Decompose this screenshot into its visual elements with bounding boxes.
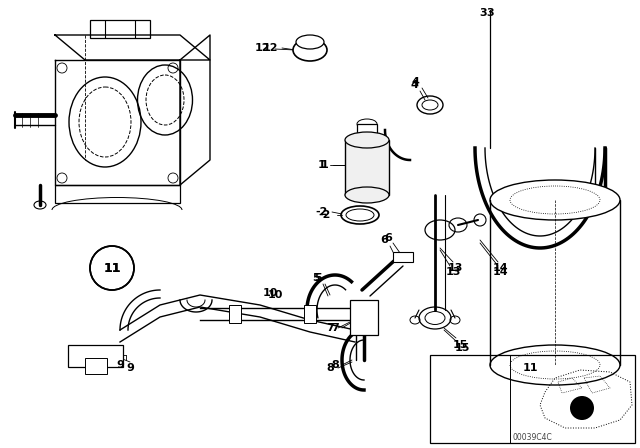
- Bar: [345, 140, 389, 195]
- Text: 3: 3: [479, 8, 487, 18]
- Bar: [85, 358, 107, 374]
- Ellipse shape: [345, 187, 389, 203]
- Bar: [357, 124, 377, 142]
- Text: 11: 11: [103, 262, 121, 275]
- Text: 14: 14: [492, 267, 508, 277]
- Text: 9: 9: [116, 360, 124, 370]
- Text: -2: -2: [319, 210, 331, 220]
- Text: 10: 10: [262, 288, 278, 298]
- Bar: [304, 305, 316, 323]
- Text: 8: 8: [331, 360, 339, 370]
- Text: 15: 15: [454, 343, 470, 353]
- Text: 4: 4: [410, 80, 418, 90]
- Text: 13: 13: [447, 263, 463, 273]
- Text: 15: 15: [452, 340, 468, 350]
- Ellipse shape: [490, 345, 620, 385]
- Text: 3: 3: [486, 8, 494, 18]
- Text: 12: 12: [262, 43, 278, 53]
- Text: 11: 11: [103, 262, 121, 275]
- Text: 10: 10: [268, 290, 283, 300]
- Bar: [55, 185, 180, 203]
- Ellipse shape: [345, 132, 389, 148]
- Text: 9: 9: [126, 363, 134, 373]
- Bar: [90, 20, 150, 38]
- Circle shape: [570, 396, 594, 420]
- Bar: [229, 305, 241, 323]
- Bar: [68, 345, 123, 367]
- Text: 6: 6: [380, 235, 388, 245]
- Text: 00039C4C: 00039C4C: [512, 432, 552, 441]
- Ellipse shape: [296, 35, 324, 49]
- Bar: [350, 300, 378, 335]
- Text: 8: 8: [326, 363, 334, 373]
- Text: 1: 1: [321, 160, 329, 170]
- Text: 4: 4: [411, 77, 419, 87]
- Text: 13: 13: [445, 267, 461, 277]
- Text: 1: 1: [318, 160, 326, 170]
- Text: 14: 14: [492, 263, 508, 273]
- Text: 11: 11: [522, 363, 538, 373]
- Text: 12: 12: [254, 43, 269, 53]
- Text: 7: 7: [331, 323, 339, 333]
- Text: 7: 7: [326, 323, 334, 333]
- Bar: [393, 252, 413, 262]
- Text: 6: 6: [384, 233, 392, 243]
- Bar: [430, 355, 635, 443]
- Ellipse shape: [293, 39, 327, 61]
- Text: 5: 5: [312, 273, 320, 283]
- Text: -2: -2: [316, 207, 328, 217]
- Ellipse shape: [490, 180, 620, 220]
- Text: 5: 5: [314, 273, 322, 283]
